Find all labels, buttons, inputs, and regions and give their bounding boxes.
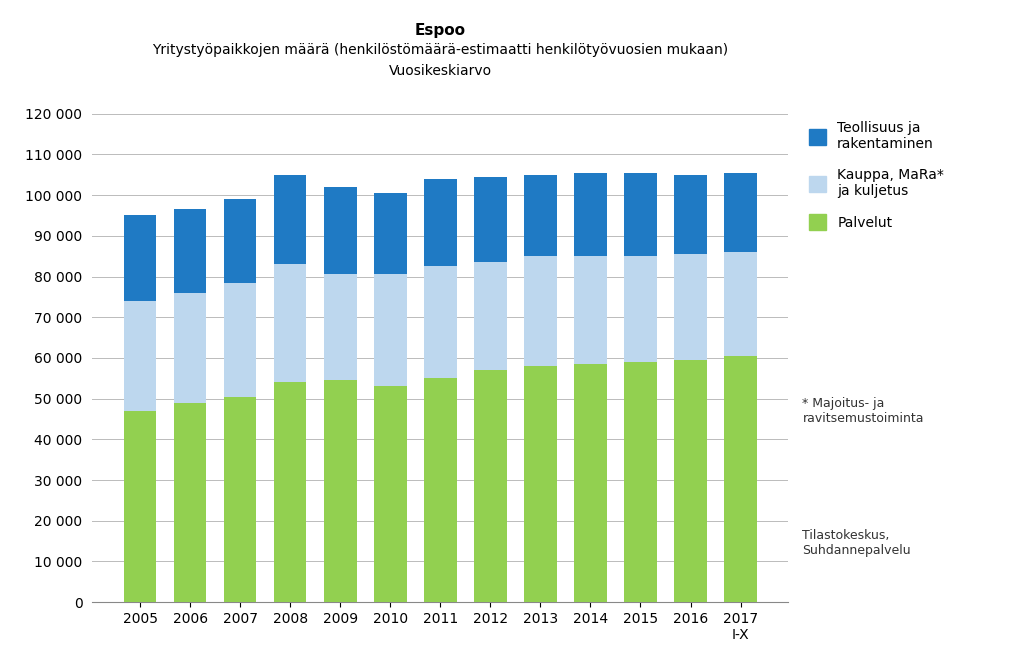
- Bar: [324, 274, 356, 380]
- Bar: [524, 256, 557, 366]
- Bar: [524, 175, 557, 256]
- Bar: [724, 173, 757, 252]
- Bar: [724, 252, 757, 356]
- Bar: [224, 397, 256, 602]
- Bar: [474, 262, 507, 370]
- Bar: [124, 411, 157, 602]
- Bar: [374, 274, 407, 387]
- Bar: [224, 199, 256, 282]
- Bar: [674, 360, 707, 602]
- Bar: [625, 173, 656, 256]
- Bar: [324, 380, 356, 602]
- Bar: [625, 256, 656, 362]
- Bar: [474, 370, 507, 602]
- Text: Tilastokeskus,
Suhdannepalvelu: Tilastokeskus, Suhdannepalvelu: [803, 529, 911, 557]
- Bar: [625, 362, 656, 602]
- Bar: [274, 175, 306, 264]
- Bar: [274, 382, 306, 602]
- Text: * Majoitus- ja
ravitsemustoiminta: * Majoitus- ja ravitsemustoiminta: [803, 397, 924, 425]
- Bar: [724, 356, 757, 602]
- Bar: [174, 209, 207, 293]
- Bar: [374, 387, 407, 602]
- Bar: [224, 282, 256, 397]
- Bar: [424, 378, 457, 602]
- Bar: [574, 364, 606, 602]
- Bar: [474, 177, 507, 262]
- Bar: [424, 179, 457, 266]
- Bar: [424, 266, 457, 378]
- Legend: Teollisuus ja
rakentaminen, Kauppa, MaRa*
ja kuljetus, Palvelut: Teollisuus ja rakentaminen, Kauppa, MaRa…: [809, 120, 944, 230]
- Bar: [124, 215, 157, 301]
- Bar: [174, 403, 207, 602]
- Bar: [674, 254, 707, 360]
- Text: Vuosikeskiarvo: Vuosikeskiarvo: [389, 64, 492, 78]
- Bar: [124, 301, 157, 411]
- Text: Yritystyöpaikkojen määrä (henkilöstömäärä-estimaatti henkilötyövuosien mukaan): Yritystyöpaikkojen määrä (henkilöstömäär…: [153, 43, 728, 58]
- Bar: [524, 366, 557, 602]
- Bar: [324, 187, 356, 274]
- Bar: [174, 293, 207, 403]
- Bar: [674, 175, 707, 254]
- Bar: [574, 173, 606, 256]
- Bar: [274, 264, 306, 382]
- Bar: [374, 193, 407, 274]
- Text: Espoo: Espoo: [415, 23, 466, 38]
- Bar: [574, 256, 606, 364]
